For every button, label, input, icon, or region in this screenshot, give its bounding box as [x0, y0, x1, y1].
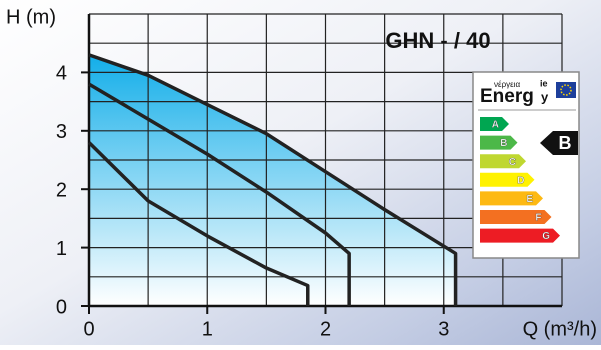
- y-tick-label: 3: [56, 121, 67, 143]
- x-tick-label: 0: [83, 318, 94, 340]
- rating-arrow: [540, 131, 578, 155]
- energy-class-letter: D: [517, 175, 524, 186]
- y-tick-label: 1: [56, 238, 67, 260]
- energy-class-bar: [480, 154, 526, 169]
- label-ie: ie: [540, 78, 548, 88]
- energy-class-bar: [480, 228, 560, 243]
- energy-class-letter: F: [535, 213, 541, 224]
- label-heading: Energ: [480, 86, 534, 107]
- y-tick-label: 2: [56, 179, 67, 201]
- pump-curve: [87, 141, 310, 306]
- eu-flag: [556, 82, 576, 98]
- energy-class-bar: [480, 210, 552, 224]
- x-tick-label: 3: [438, 318, 449, 340]
- eu-stars: [560, 84, 572, 96]
- energy-class-bar: [480, 135, 518, 150]
- x-tick-label: 2: [320, 318, 331, 340]
- chart-title: GHN - / 40: [385, 28, 490, 53]
- x-tick-label: 1: [202, 318, 213, 340]
- area-fill: [89, 54, 456, 306]
- energy-class-letter: E: [526, 194, 533, 205]
- pump-curve: [88, 82, 351, 306]
- label-greek: νέργεια: [494, 80, 520, 89]
- energy-class-letter: A: [492, 120, 499, 131]
- label-y: y: [541, 89, 549, 104]
- energy-class-letter: G: [542, 231, 550, 242]
- x-axis-label: Q (m³/h): [523, 318, 597, 340]
- y-axis-label: H (m): [6, 6, 56, 28]
- energy-class-letter: C: [509, 157, 516, 168]
- rating-letter: B: [559, 133, 572, 153]
- energy-class-letter: B: [500, 138, 507, 149]
- y-tick-label: 4: [56, 63, 67, 85]
- energy-class-bar: [480, 191, 543, 206]
- y-tick-label: 0: [56, 296, 67, 318]
- energy-class-bar: [480, 172, 535, 187]
- pump-curve: [88, 53, 458, 306]
- energy-class-bar: [480, 117, 509, 131]
